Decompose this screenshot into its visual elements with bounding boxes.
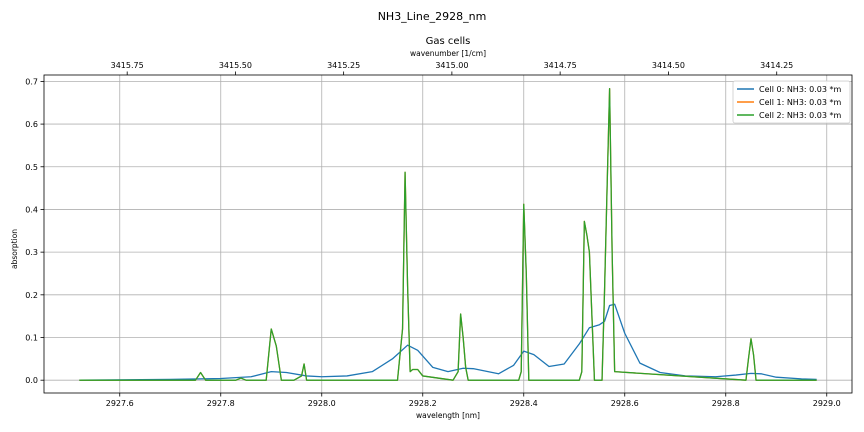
x-tick-label: 2928.6 bbox=[611, 399, 639, 408]
top-x-tick-label: 3415.00 bbox=[435, 61, 468, 70]
figure-title: NH3_Line_2928_nm bbox=[378, 10, 487, 23]
y-tick-label: 0.2 bbox=[25, 291, 38, 300]
grid bbox=[44, 75, 852, 393]
top-x-axis-label: wavenumber [1/cm] bbox=[410, 49, 486, 58]
top-x-tick-label: 3414.50 bbox=[652, 61, 685, 70]
top-x-tick-label: 3414.25 bbox=[760, 61, 793, 70]
x-tick-label: 2928.2 bbox=[409, 399, 437, 408]
y-tick-label: 0.1 bbox=[25, 334, 38, 343]
y-tick-label: 0.7 bbox=[25, 77, 38, 86]
series-line-cell-0 bbox=[79, 303, 817, 381]
chart-title: Gas cells bbox=[426, 36, 471, 47]
legend-label-cell-1: Cell 1: NH3: 0.03 *m bbox=[759, 98, 842, 107]
y-tick-label: 0.3 bbox=[25, 248, 38, 257]
y-tick-label: 0.0 bbox=[25, 376, 38, 385]
x-axis-label: wavelength [nm] bbox=[416, 411, 480, 420]
top-x-tick-label: 3415.50 bbox=[219, 61, 252, 70]
legend-label-cell-2: Cell 2: NH3: 0.03 *m bbox=[759, 111, 842, 120]
top-x-tick-label: 3414.75 bbox=[544, 61, 577, 70]
y-tick-label: 0.4 bbox=[25, 205, 38, 214]
x-tick-label: 2928.0 bbox=[308, 399, 336, 408]
series-lines bbox=[79, 88, 817, 381]
x-tick-label: 2928.8 bbox=[712, 399, 740, 408]
series-line-cell-1 bbox=[79, 88, 817, 381]
x-tick-label: 2927.8 bbox=[207, 399, 235, 408]
y-tick-label: 0.5 bbox=[25, 163, 38, 172]
plot-frame bbox=[43, 74, 853, 394]
x-tick-label: 2929.0 bbox=[813, 399, 841, 408]
legend-label-cell-0: Cell 0: NH3: 0.03 *m bbox=[759, 85, 842, 94]
top-x-tick-label: 3415.25 bbox=[327, 61, 360, 70]
series-line-cell-2 bbox=[79, 88, 817, 381]
x-tick-label: 2928.4 bbox=[510, 399, 538, 408]
ticks: 2927.6 2927.8 2928.0 2928.2 2928.4 2928.6 2928… bbox=[25, 61, 840, 408]
legend-box bbox=[732, 80, 851, 124]
top-x-tick-label: 3415.75 bbox=[111, 61, 144, 70]
y-axis-label: absorption bbox=[10, 229, 19, 269]
legend: Cell 0: NH3: 0.03 *m Cell 1: NH3: 0.03 *… bbox=[732, 80, 851, 124]
x-tick-label: 2927.6 bbox=[106, 399, 134, 408]
y-tick-label: 0.6 bbox=[25, 120, 38, 129]
